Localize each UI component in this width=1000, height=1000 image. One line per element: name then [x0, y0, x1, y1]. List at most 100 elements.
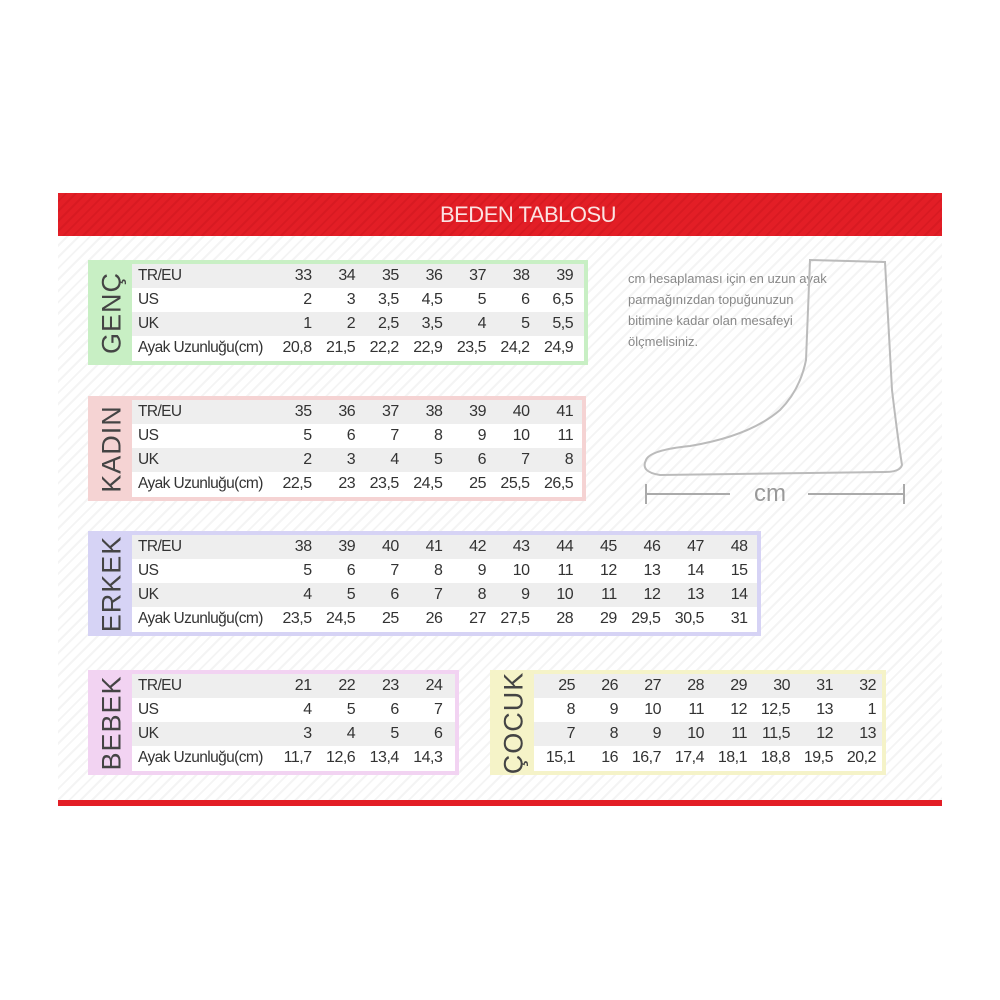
- table-cell: 30,5: [674, 610, 705, 627]
- table-cell: 1: [303, 315, 312, 332]
- row-label: Ayak Uzunluğu(cm): [138, 749, 263, 766]
- row-label: UK: [138, 451, 159, 468]
- table-cell: 13,4: [369, 749, 400, 766]
- table-category-label: BEBEK: [92, 674, 132, 771]
- table-cell: 15,1: [545, 749, 576, 766]
- row-label: Ayak Uzunluğu(cm): [138, 475, 263, 492]
- table-cell: 9: [477, 562, 487, 579]
- table-cell: 39: [338, 538, 356, 555]
- table-cell: 47: [687, 538, 704, 555]
- table-cell: 36: [425, 267, 443, 284]
- table-cell: 5: [346, 701, 356, 718]
- table-cell: 36: [338, 403, 356, 420]
- table-cell: 42: [469, 538, 486, 555]
- table-cell: 7: [390, 427, 399, 444]
- table-cell: 11: [601, 586, 617, 603]
- table-cell: 10: [556, 586, 574, 603]
- table-row: Ayak Uzunluğu(cm) 20,8 21,5 22,2 22,9 23,5 24,…: [132, 336, 584, 360]
- table-cell: 5: [346, 586, 356, 603]
- table-cell: 41: [556, 403, 574, 420]
- table-cell: 28: [556, 610, 574, 627]
- table-row: US 5 6 7 8 9 10 11 12 13 14 15: [132, 559, 757, 583]
- table-cell: 2: [346, 315, 356, 332]
- table-cell: 4: [477, 315, 487, 332]
- table-cell: 39: [556, 267, 574, 284]
- table-cell: 14: [687, 562, 704, 579]
- table-cell: 12,6: [326, 749, 356, 766]
- measure-label: cm: [754, 480, 786, 507]
- size-table-erkek: ERKEK TR/EU 38 39 40 41 42 43 44 45 46 47 48 US 5 6 7 8 9 1…: [88, 531, 761, 636]
- table-cell: 5,5: [552, 315, 574, 332]
- table-cell: 9: [652, 725, 662, 742]
- table-category-label: ÇOCUK: [494, 671, 534, 774]
- row-label: US: [138, 291, 159, 308]
- table-cell: 18,8: [760, 749, 791, 766]
- table-row: 7 8 9 10 11 11,5 12 13: [534, 722, 882, 746]
- table-cell: 46: [643, 538, 661, 555]
- table-row: US 4 5 6 7: [132, 698, 455, 722]
- table-row: US 5 6 7 8 9 10 11: [132, 424, 582, 448]
- table-cell: 14,3: [413, 749, 443, 766]
- table-row: TR/EU 38 39 40 41 42 43 44 45 46 47 48: [132, 535, 757, 559]
- table-cell: 6: [390, 586, 399, 603]
- table-cell: 7: [521, 451, 530, 468]
- table-row: US 2 3 3,5 4,5 5 6 6,5: [132, 288, 584, 312]
- table-cell: 6: [477, 451, 487, 468]
- table-row: Ayak Uzunluğu(cm) 11,7 12,6 13,4 14,3: [132, 746, 455, 770]
- table-cell: 24,5: [413, 475, 443, 492]
- table-row: 15,1 16 16,7 17,4 18,1 18,8 19,5 20,2: [534, 746, 882, 770]
- table-row: UK 3 4 5 6: [132, 722, 455, 746]
- table-cell: 11: [557, 427, 574, 444]
- table-cell: 27,5: [500, 610, 530, 627]
- table-row: TR/EU 35 36 37 38 39 40 41: [132, 400, 582, 424]
- table-cell: 14: [730, 586, 748, 603]
- table-cell: 11,5: [762, 725, 790, 742]
- table-cell: 27: [469, 610, 486, 627]
- table-cell: 45: [599, 538, 617, 555]
- table-cell: 5: [521, 315, 530, 332]
- table-cell: 4: [390, 451, 399, 468]
- table-cell: 3: [303, 725, 312, 742]
- table-cell: 29: [730, 677, 747, 694]
- table-cell: 22,2: [369, 339, 400, 356]
- table-cell: 4,5: [421, 291, 443, 308]
- table-cell: 24,5: [326, 610, 356, 627]
- table-cell: 6,5: [552, 291, 574, 308]
- table-category-label: GENÇ: [92, 264, 132, 361]
- row-label: US: [138, 427, 159, 444]
- category-name: GENÇ: [96, 271, 127, 354]
- row-label: TR/EU: [138, 677, 182, 694]
- table-cell: 3: [346, 451, 356, 468]
- table-cell: 39: [469, 403, 486, 420]
- table-cell: 44: [556, 538, 574, 555]
- table-cell: 24,9: [544, 339, 574, 356]
- table-cell: 7: [390, 562, 399, 579]
- table-cell: 13: [859, 725, 876, 742]
- table-category-label: ERKEK: [92, 535, 132, 632]
- page-title: BEDEN TABLOSU: [439, 202, 617, 227]
- table-cell: 18,1: [717, 749, 748, 766]
- row-label: Ayak Uzunluğu(cm): [138, 610, 263, 627]
- table-cell: 6: [346, 562, 356, 579]
- table-cell: 10: [687, 725, 704, 742]
- table-category-label: KADIN: [92, 400, 132, 497]
- table-cell: 3,5: [378, 291, 399, 308]
- table-cell: 23,5: [456, 339, 487, 356]
- table-cell: 31: [730, 610, 748, 627]
- row-label: US: [138, 701, 159, 718]
- table-row: Ayak Uzunluğu(cm) 23,5 24,5 25 26 27 27,5 28 29 2…: [132, 607, 757, 631]
- table-cell: 1: [867, 701, 877, 718]
- table-cell: 22,5: [282, 475, 312, 492]
- row-label: Ayak Uzunluğu(cm): [138, 339, 263, 356]
- category-name: BEBEK: [96, 674, 127, 771]
- table-cell: 23: [381, 677, 399, 694]
- table-cell: 31: [816, 677, 833, 694]
- table-cell: 34: [338, 267, 356, 284]
- table-cell: 20,8: [282, 339, 312, 356]
- table-cell: 5: [433, 451, 443, 468]
- table-cell: 3: [346, 291, 356, 308]
- category-name: ERKEK: [96, 535, 127, 632]
- row-label: US: [138, 562, 159, 579]
- table-cell: 24: [425, 677, 443, 694]
- table-cell: 4: [346, 725, 356, 742]
